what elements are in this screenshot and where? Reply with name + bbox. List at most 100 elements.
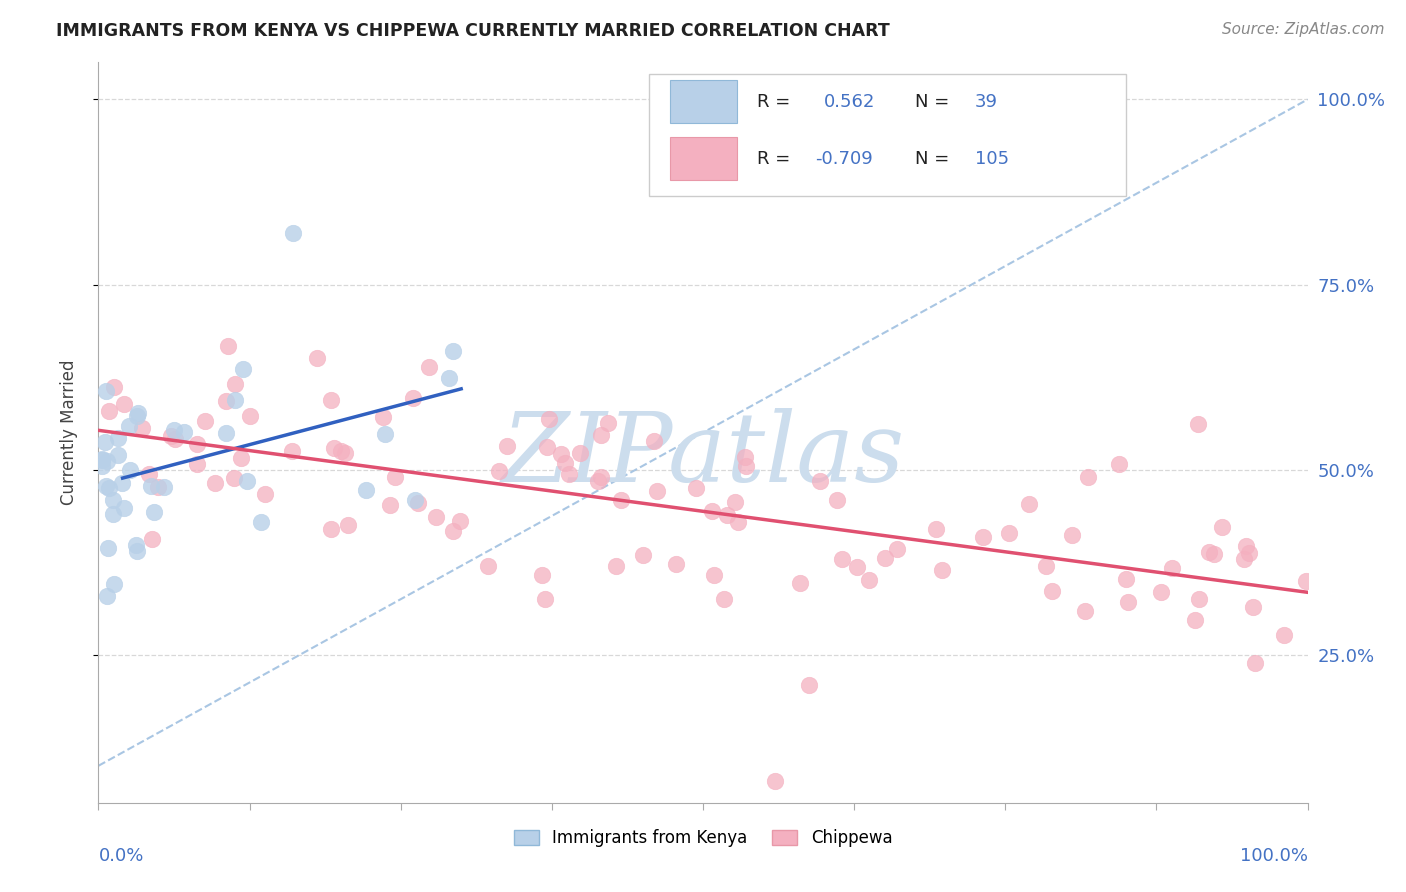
Point [101, 508, 124, 522]
Point [925, 522, 948, 536]
Point [727, 516, 749, 530]
Point [94, 479, 117, 493]
Text: N =: N = [915, 93, 955, 111]
Point [107, 431, 129, 445]
Point [734, 450, 756, 465]
Point [1118, 594, 1140, 608]
Point [152, 480, 174, 494]
Point [186, 437, 208, 451]
Point [402, 392, 425, 406]
Point [1040, 584, 1063, 599]
Point [488, 463, 510, 477]
Text: 105: 105 [976, 150, 1010, 168]
Point [931, 563, 953, 577]
Point [112, 397, 135, 411]
Point [380, 498, 402, 512]
Point [538, 412, 561, 426]
Point [1035, 558, 1057, 573]
Point [437, 371, 460, 385]
Point [1241, 599, 1264, 614]
Point [215, 426, 238, 441]
Point [91, 459, 114, 474]
Point [337, 517, 360, 532]
Point [1244, 656, 1267, 670]
Point [215, 393, 238, 408]
Point [131, 421, 153, 435]
Point [425, 510, 447, 524]
Point [118, 463, 141, 477]
Point [1188, 591, 1211, 606]
Point [101, 493, 124, 508]
Point [374, 427, 396, 442]
Point [1184, 613, 1206, 627]
Point [404, 493, 426, 508]
Text: ZIPatlas: ZIPatlas [502, 408, 904, 502]
Point [127, 409, 149, 424]
Point [323, 441, 346, 455]
Point [825, 493, 848, 508]
Point [335, 446, 357, 460]
Text: IMMIGRANTS FROM KENYA VS CHIPPEWA CURRENTLY MARRIED CORRELATION CHART: IMMIGRANTS FROM KENYA VS CHIPPEWA CURREN… [56, 22, 890, 40]
Point [631, 548, 654, 562]
Point [249, 515, 271, 529]
Point [846, 560, 869, 574]
Point [186, 457, 208, 471]
Point [96, 454, 118, 468]
Point [536, 440, 558, 454]
Point [194, 414, 217, 428]
Point [797, 678, 820, 692]
Point [231, 451, 253, 466]
Text: -0.709: -0.709 [815, 150, 873, 168]
Point [1272, 628, 1295, 642]
Point [550, 447, 572, 461]
Point [204, 475, 226, 490]
Point [1077, 469, 1099, 483]
Point [321, 522, 343, 536]
Point [235, 474, 257, 488]
Point [558, 467, 581, 481]
Point [645, 484, 668, 499]
Text: Source: ZipAtlas.com: Source: ZipAtlas.com [1222, 22, 1385, 37]
Point [598, 416, 620, 430]
Point [1204, 547, 1226, 561]
Point [103, 577, 125, 591]
Point [139, 479, 162, 493]
Point [319, 393, 342, 408]
Legend: Immigrants from Kenya, Chippewa: Immigrants from Kenya, Chippewa [508, 822, 898, 854]
Point [354, 483, 377, 498]
Point [125, 538, 148, 552]
Text: 100.0%: 100.0% [1240, 847, 1308, 865]
Point [665, 557, 688, 571]
Point [330, 444, 353, 458]
Point [554, 456, 576, 470]
Point [165, 432, 187, 446]
Point [281, 444, 304, 458]
Point [97, 541, 120, 556]
Point [1115, 572, 1137, 586]
Point [281, 226, 304, 240]
Bar [671, 80, 737, 123]
Point [111, 476, 134, 491]
Point [127, 406, 149, 420]
Point [94, 384, 117, 398]
Point [610, 493, 633, 508]
Point [716, 508, 738, 522]
Point [1187, 417, 1209, 431]
Point [605, 559, 627, 574]
Point [763, 773, 786, 788]
Text: 0.0%: 0.0% [98, 847, 143, 865]
Point [1074, 604, 1097, 618]
Point [143, 505, 166, 519]
Point [97, 404, 120, 418]
Point [224, 392, 246, 407]
Point [449, 514, 471, 528]
Point [496, 439, 519, 453]
Point [1062, 528, 1084, 542]
Point [1198, 545, 1220, 559]
Point [91, 451, 114, 466]
Point [1108, 457, 1130, 471]
Point [97, 481, 120, 495]
Text: R =: R = [758, 93, 796, 111]
FancyBboxPatch shape [648, 73, 1126, 195]
Point [713, 591, 735, 606]
